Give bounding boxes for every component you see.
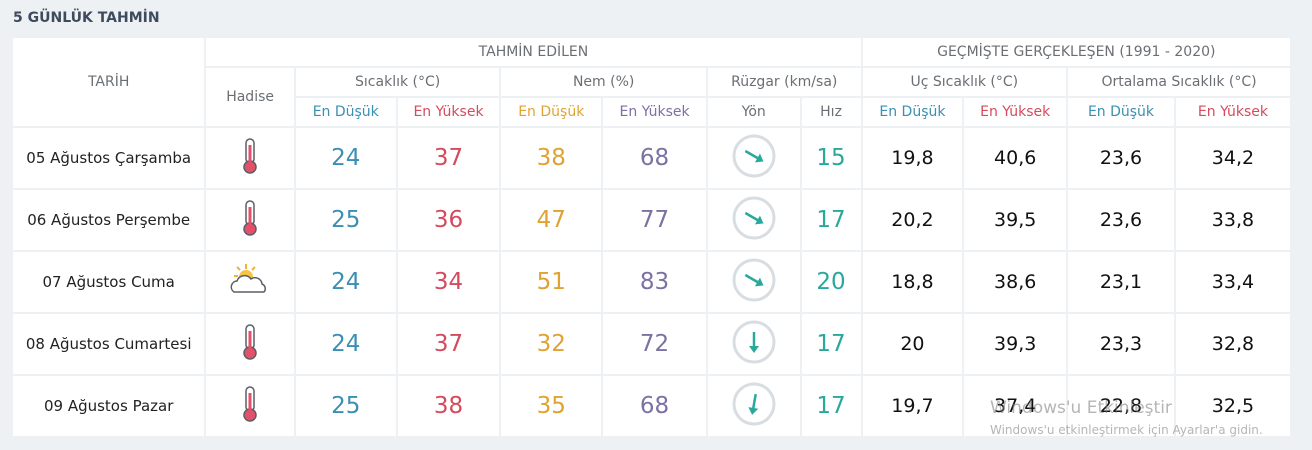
- page-title: 5 GÜNLÜK TAHMİN: [13, 10, 160, 26]
- avg-min: 22,8: [1068, 376, 1174, 436]
- event-header: Hadise: [206, 68, 294, 126]
- wind-speed: 15: [801, 128, 861, 188]
- wind-speed: 17: [801, 376, 861, 436]
- thermometer-icon: [243, 200, 257, 236]
- avg-max: 33,8: [1175, 190, 1290, 250]
- sub-header: En Düşük: [501, 98, 602, 126]
- sun-cloud-icon: [230, 264, 267, 293]
- humidity-min: 51: [501, 252, 602, 312]
- wind-direction-icon: [732, 320, 776, 364]
- avg-min: 23,6: [1068, 190, 1174, 250]
- wind-direction-cell: [707, 190, 800, 250]
- sub-header: En Düşük: [1068, 98, 1174, 126]
- avg-min: 23,6: [1068, 128, 1174, 188]
- date-header: TARİH: [13, 38, 205, 126]
- sub-header: En Yüksek: [1175, 98, 1290, 126]
- extreme-min: 19,7: [862, 376, 963, 436]
- temp-max: 36: [397, 190, 500, 250]
- extreme-max: 40,6: [964, 128, 1067, 188]
- table-row: 06 Ağustos Perşembe 25 36 47 77 17 20,2 39,5 23,…: [13, 190, 1290, 250]
- temp-min: 24: [295, 128, 396, 188]
- humidity-min: 32: [501, 314, 602, 374]
- temp-max: 38: [397, 376, 500, 436]
- thermometer-icon: [243, 138, 257, 174]
- extreme-max: 39,5: [964, 190, 1067, 250]
- wind-direction-icon: [732, 134, 776, 178]
- avg-header: Ortalama Sıcaklık (°C): [1068, 68, 1290, 96]
- temp-max: 37: [397, 314, 500, 374]
- avg-max: 33,4: [1175, 252, 1290, 312]
- watermark-title: Windows'u Etkinleştir: [990, 398, 1172, 418]
- event-cell: [206, 376, 294, 436]
- thermometer-icon: [243, 324, 257, 360]
- sub-header: En Düşük: [295, 98, 396, 126]
- wind-direction-cell: [707, 376, 800, 436]
- past-header: GEÇMİŞTE GERÇEKLEŞEN (1991 - 2020): [862, 38, 1290, 66]
- event-cell: [206, 252, 294, 312]
- temp-max: 37: [397, 128, 500, 188]
- table-row: 05 Ağustos Çarşamba 24 37 38 68 15 19,8 40,6 23,…: [13, 128, 1290, 188]
- table-row: 08 Ağustos Cumartesi 24 37 32 72 17 20 39,3 23,3…: [13, 314, 1290, 374]
- wind-speed: 17: [801, 190, 861, 250]
- avg-max: 34,2: [1175, 128, 1290, 188]
- table-row: 07 Ağustos Cuma 24 34 51 83 20 18,8 38,6 23,1 33,…: [13, 252, 1290, 312]
- humidity-max: 83: [603, 252, 706, 312]
- sub-header: Hız: [801, 98, 861, 126]
- humidity-min: 35: [501, 376, 602, 436]
- table-row: 09 Ağustos Pazar 25 38 35 68 17 19,7 37,4 22,8 32…: [13, 376, 1290, 436]
- sub-header: En Yüksek: [964, 98, 1067, 126]
- date-cell: 09 Ağustos Pazar: [13, 376, 205, 436]
- wind-speed: 20: [801, 252, 861, 312]
- sub-header: En Yüksek: [397, 98, 500, 126]
- wind-direction-icon: [732, 382, 776, 426]
- humidity-min: 38: [501, 128, 602, 188]
- humidity-max: 68: [603, 128, 706, 188]
- thermometer-icon: [243, 386, 257, 422]
- wind-direction-icon: [732, 196, 776, 240]
- forecast-header: TAHMİN EDİLEN: [206, 38, 861, 66]
- temp-header: Sıcaklık (°C): [295, 68, 500, 96]
- humidity-header: Nem (%): [501, 68, 706, 96]
- sub-header: En Yüksek: [603, 98, 706, 126]
- temp-min: 25: [295, 190, 396, 250]
- extreme-header: Uç Sıcaklık (°C): [862, 68, 1067, 96]
- humidity-max: 77: [603, 190, 706, 250]
- temp-max: 34: [397, 252, 500, 312]
- humidity-min: 47: [501, 190, 602, 250]
- avg-max: 32,8: [1175, 314, 1290, 374]
- temp-min: 24: [295, 252, 396, 312]
- extreme-min: 19,8: [862, 128, 963, 188]
- humidity-max: 72: [603, 314, 706, 374]
- extreme-max: 37,4: [964, 376, 1067, 436]
- forecast-table: TARİH TAHMİN EDİLEN GEÇMİŞTE GERÇEKLEŞEN…: [11, 36, 1292, 438]
- event-cell: [206, 190, 294, 250]
- date-cell: 05 Ağustos Çarşamba: [13, 128, 205, 188]
- wind-direction-cell: [707, 252, 800, 312]
- date-cell: 07 Ağustos Cuma: [13, 252, 205, 312]
- extreme-min: 20,2: [862, 190, 963, 250]
- extreme-max: 39,3: [964, 314, 1067, 374]
- avg-min: 23,1: [1068, 252, 1174, 312]
- humidity-max: 68: [603, 376, 706, 436]
- sub-header: Yön: [707, 98, 800, 126]
- wind-speed: 17: [801, 314, 861, 374]
- event-cell: [206, 128, 294, 188]
- watermark-subtitle: Windows'u etkinleştirmek için Ayarlar'a …: [990, 423, 1263, 437]
- wind-direction-cell: [707, 314, 800, 374]
- wind-direction-icon: [732, 258, 776, 302]
- avg-min: 23,3: [1068, 314, 1174, 374]
- sub-header: En Düşük: [862, 98, 963, 126]
- temp-min: 25: [295, 376, 396, 436]
- extreme-max: 38,6: [964, 252, 1067, 312]
- temp-min: 24: [295, 314, 396, 374]
- event-cell: [206, 314, 294, 374]
- wind-header: Rüzgar (km/sa): [707, 68, 861, 96]
- date-cell: 06 Ağustos Perşembe: [13, 190, 205, 250]
- date-cell: 08 Ağustos Cumartesi: [13, 314, 205, 374]
- extreme-min: 18,8: [862, 252, 963, 312]
- extreme-min: 20: [862, 314, 963, 374]
- avg-max: 32,5: [1175, 376, 1290, 436]
- wind-direction-cell: [707, 128, 800, 188]
